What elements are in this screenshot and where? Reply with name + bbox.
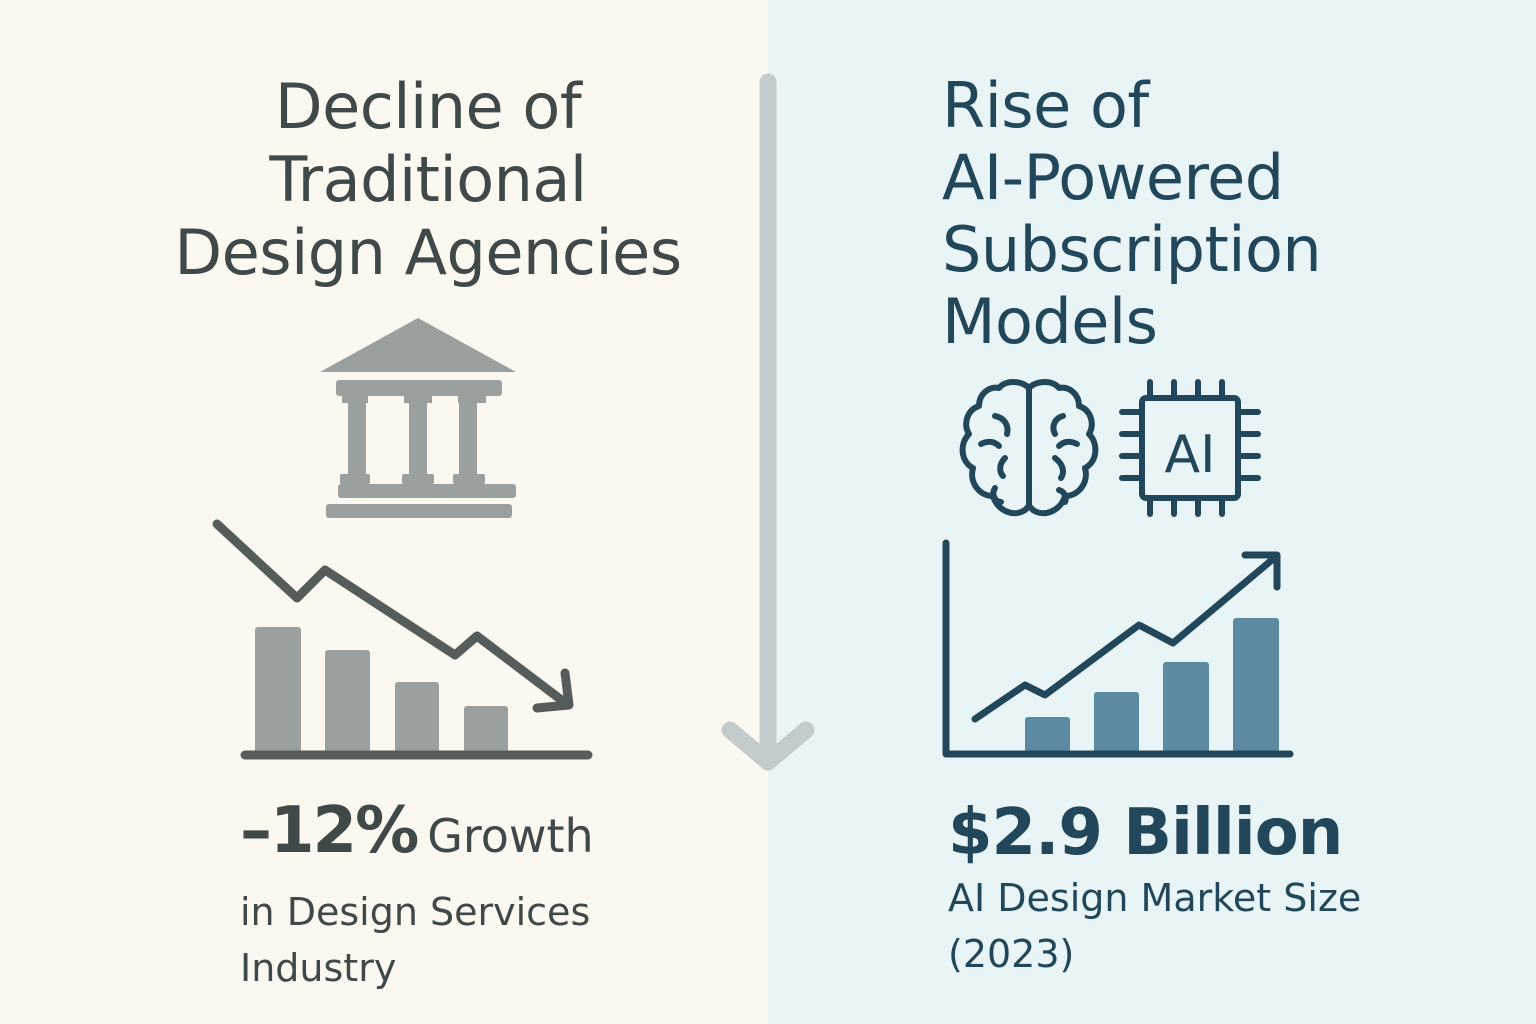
right-title: Rise of AI-Powered Subscription Models — [942, 69, 1322, 358]
chart-bar — [325, 650, 370, 753]
chart-bar — [1094, 692, 1139, 755]
right-title-line: Subscription — [942, 213, 1322, 286]
left-title-line: Decline of — [274, 70, 582, 143]
declining-bar-chart-icon — [212, 519, 593, 760]
market-size-description-line: AI Design Market Size — [948, 876, 1362, 920]
down-trend-arrowhead-icon — [532, 668, 574, 713]
right-stat: $2.9 Billion AI Design Market Size (2023… — [948, 796, 1361, 982]
left-title-line: Design Agencies — [174, 216, 682, 289]
left-title-line: Traditional — [269, 143, 587, 216]
chart-bar — [1025, 717, 1070, 755]
ai-chip-icon: AI — [1119, 379, 1261, 517]
trend-line — [212, 519, 573, 710]
growth-value: –12% — [240, 794, 419, 868]
left-title: Decline of Traditional Design Agencies — [128, 70, 728, 289]
rising-bar-chart-icon — [942, 539, 1294, 758]
market-size-description-line: (2023) — [948, 932, 1075, 976]
growth-description-line: in Design Services — [240, 890, 591, 934]
brain-icon — [959, 379, 1099, 517]
up-trend-arrowhead-icon — [1241, 551, 1281, 591]
chip-label: AI — [1165, 425, 1216, 485]
chart-bar — [395, 682, 439, 753]
growth-description-line: Industry — [240, 946, 397, 990]
down-arrow-icon — [721, 73, 815, 771]
growth-description: in Design Services Industry — [240, 884, 594, 996]
trend-line — [971, 555, 1277, 723]
right-title-line: AI-Powered — [942, 141, 1284, 214]
chart-bar — [1163, 662, 1209, 755]
market-size-value: $2.9 Billion — [948, 796, 1343, 870]
bank-building-icon — [320, 318, 516, 518]
chart-bar — [464, 706, 508, 753]
growth-label: Growth — [427, 809, 594, 863]
right-title-line: Models — [942, 285, 1158, 358]
chart-bar — [1233, 618, 1279, 755]
left-stat: –12% Growth in Design Services Industry — [240, 796, 594, 996]
right-title-line: Rise of — [942, 69, 1149, 142]
market-size-description: AI Design Market Size (2023) — [948, 870, 1361, 982]
chart-axes — [942, 539, 1294, 758]
chart-bar — [255, 627, 301, 753]
